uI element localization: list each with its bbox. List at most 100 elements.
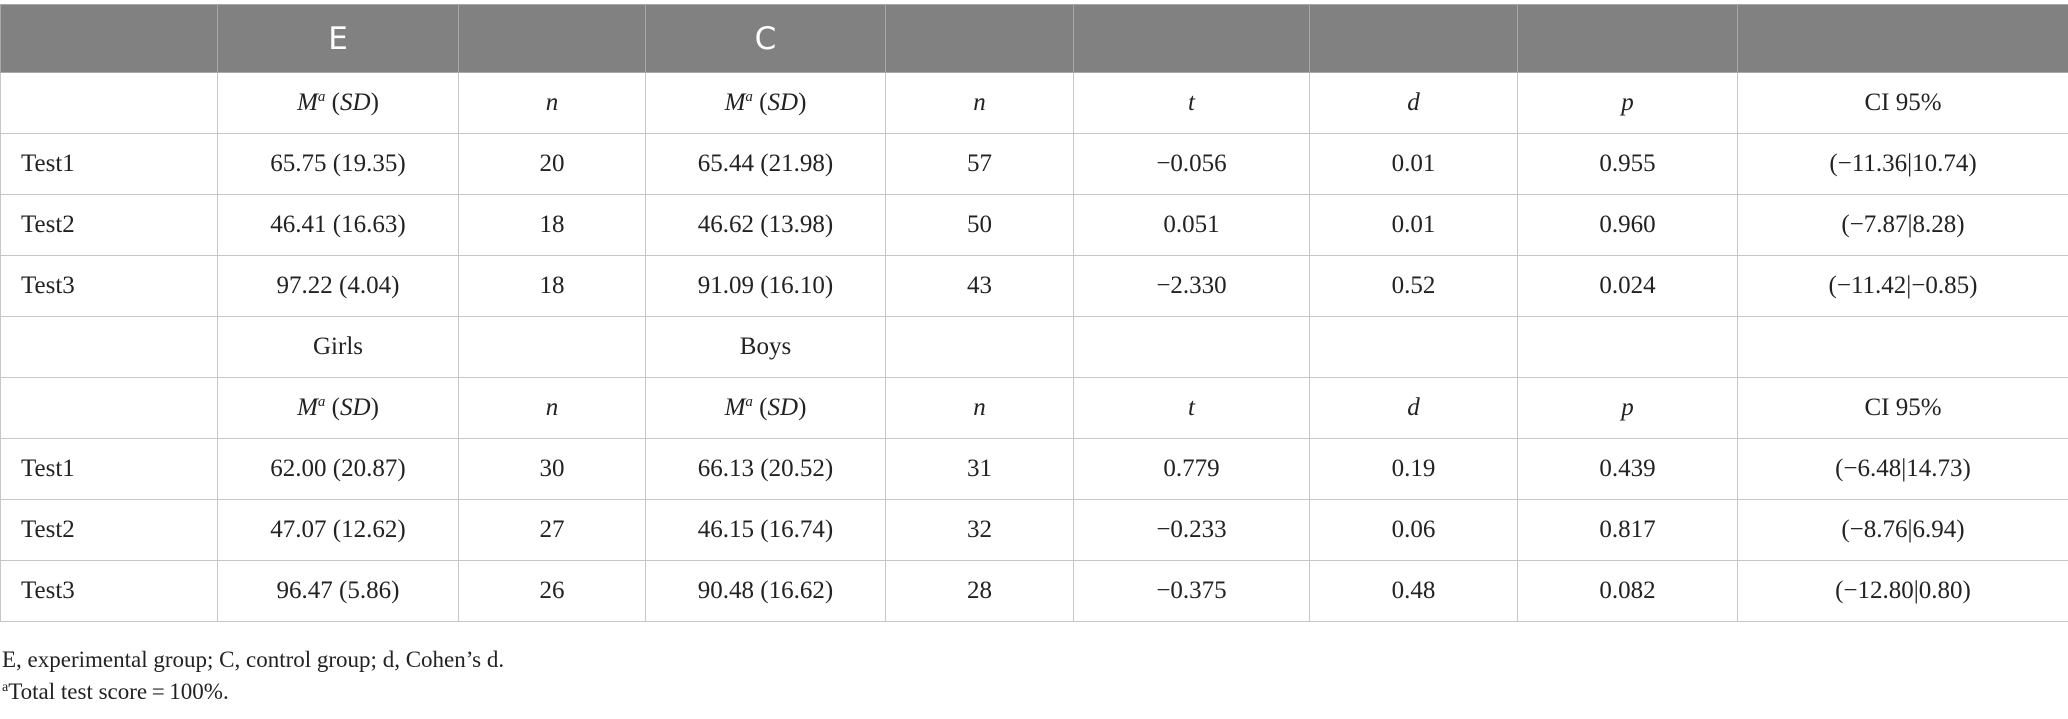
footnote-text: Total test score = 100%. xyxy=(8,679,229,704)
d-value: 0.01 xyxy=(1309,194,1518,256)
footnote-mark: a xyxy=(2,680,9,695)
p-value: 0.960 xyxy=(1517,194,1738,256)
sd-letter: SD xyxy=(340,394,371,421)
n-header: n xyxy=(885,72,1074,134)
t-header: t xyxy=(1073,377,1310,439)
table-row: Test1 62.00 (20.87) 30 66.13 (20.52) 31 … xyxy=(0,438,2068,500)
group-e-header: E xyxy=(217,4,459,73)
table-notes: E, experimental group; C, control group;… xyxy=(2,644,504,708)
mean-sd-header: Ma (SD) xyxy=(217,377,459,439)
mean-sd-e: 97.22 (4.04) xyxy=(217,255,459,317)
header-empty-cell xyxy=(0,4,218,73)
test-label: Test1 xyxy=(0,133,218,195)
n-boys: 31 xyxy=(885,438,1074,500)
n-c: 57 xyxy=(885,133,1074,195)
table-row: Test2 47.07 (12.62) 27 46.15 (16.74) 32 … xyxy=(0,499,2068,561)
t-value: −0.056 xyxy=(1073,133,1310,195)
test-label: Test1 xyxy=(0,438,218,500)
mean-sd-boys: 66.13 (20.52) xyxy=(645,438,886,500)
group-header-row: E C xyxy=(0,4,2068,73)
header-empty-cell xyxy=(1309,4,1518,73)
table-row: Test3 96.47 (5.86) 26 90.48 (16.62) 28 −… xyxy=(0,560,2068,622)
mean-letter: M xyxy=(297,394,318,421)
ci-value: (−8.76|6.94) xyxy=(1737,499,2068,561)
mean-letter: M xyxy=(724,89,746,116)
n-header: n xyxy=(885,377,1074,439)
sd-letter: SD xyxy=(340,89,371,116)
n-e: 18 xyxy=(458,255,646,317)
footnote-sup: a xyxy=(745,394,753,410)
mean-letter: M xyxy=(297,89,318,116)
footnote-sup: a xyxy=(317,89,326,105)
gender-group-row: Girls Boys xyxy=(0,316,2068,378)
ci-header: CI 95% xyxy=(1737,72,2068,134)
empty-cell xyxy=(885,316,1074,378)
ci-header: CI 95% xyxy=(1737,377,2068,439)
table-row: Test3 97.22 (4.04) 18 91.09 (16.10) 43 −… xyxy=(0,255,2068,317)
p-value: 0.817 xyxy=(1517,499,1738,561)
d-value: 0.52 xyxy=(1309,255,1518,317)
results-table: E C Ma (SD) n Ma (SD) n t d p CI 95% Tes… xyxy=(0,4,2068,622)
n-e: 18 xyxy=(458,194,646,256)
footnote-sup: a xyxy=(317,394,326,410)
empty-cell xyxy=(1073,316,1310,378)
t-value: −0.233 xyxy=(1073,499,1310,561)
empty-cell xyxy=(1517,316,1738,378)
mean-sd-girls: 62.00 (20.87) xyxy=(217,438,459,500)
n-header: n xyxy=(458,72,646,134)
footnote: aTotal test score = 100%. xyxy=(2,676,504,708)
table-row: Test2 46.41 (16.63) 18 46.62 (13.98) 50 … xyxy=(0,194,2068,256)
header-empty-cell xyxy=(1517,4,1738,73)
mean-sd-boys: 46.15 (16.74) xyxy=(645,499,886,561)
n-c: 43 xyxy=(885,255,1074,317)
p-value: 0.024 xyxy=(1517,255,1738,317)
group-c-header: C xyxy=(645,4,886,73)
ci-value: (−12.80|0.80) xyxy=(1737,560,2068,622)
mean-letter: M xyxy=(724,394,746,421)
header-empty-cell xyxy=(885,4,1074,73)
header-empty-cell xyxy=(458,4,646,73)
empty-cell xyxy=(1309,316,1518,378)
sd-letter: SD xyxy=(767,89,799,116)
n-e: 20 xyxy=(458,133,646,195)
test-label: Test2 xyxy=(0,499,218,561)
ci-value: (−11.42|−0.85) xyxy=(1737,255,2068,317)
ci-value: (−6.48|14.73) xyxy=(1737,438,2068,500)
d-header: d xyxy=(1309,377,1518,439)
t-value: −2.330 xyxy=(1073,255,1310,317)
ci-value: (−11.36|10.74) xyxy=(1737,133,2068,195)
mean-sd-c: 65.44 (21.98) xyxy=(645,133,886,195)
footnote-sup: a xyxy=(745,89,753,105)
n-girls: 26 xyxy=(458,560,646,622)
girls-header: Girls xyxy=(217,316,459,378)
d-value: 0.48 xyxy=(1309,560,1518,622)
sd-letter: SD xyxy=(767,394,799,421)
p-value: 0.082 xyxy=(1517,560,1738,622)
mean-sd-c: 46.62 (13.98) xyxy=(645,194,886,256)
mean-sd-girls: 47.07 (12.62) xyxy=(217,499,459,561)
n-header: n xyxy=(458,377,646,439)
d-header: d xyxy=(1309,72,1518,134)
n-girls: 30 xyxy=(458,438,646,500)
empty-cell xyxy=(458,316,646,378)
n-girls: 27 xyxy=(458,499,646,561)
mean-sd-e: 46.41 (16.63) xyxy=(217,194,459,256)
d-value: 0.06 xyxy=(1309,499,1518,561)
p-header: p xyxy=(1517,377,1738,439)
mean-sd-header: Ma (SD) xyxy=(217,72,459,134)
mean-sd-header: Ma (SD) xyxy=(645,72,886,134)
header-empty-cell xyxy=(1073,4,1310,73)
t-header: t xyxy=(1073,72,1310,134)
n-c: 50 xyxy=(885,194,1074,256)
p-value: 0.439 xyxy=(1517,438,1738,500)
mean-sd-e: 65.75 (19.35) xyxy=(217,133,459,195)
stat-label-row: Ma (SD) n Ma (SD) n t d p CI 95% xyxy=(0,377,2068,439)
ci-value: (−7.87|8.28) xyxy=(1737,194,2068,256)
table-row: Test1 65.75 (19.35) 20 65.44 (21.98) 57 … xyxy=(0,133,2068,195)
n-boys: 32 xyxy=(885,499,1074,561)
d-value: 0.19 xyxy=(1309,438,1518,500)
abbreviation-note: E, experimental group; C, control group;… xyxy=(2,647,505,672)
test-label: Test3 xyxy=(0,255,218,317)
test-label: Test2 xyxy=(0,194,218,256)
t-value: −0.375 xyxy=(1073,560,1310,622)
